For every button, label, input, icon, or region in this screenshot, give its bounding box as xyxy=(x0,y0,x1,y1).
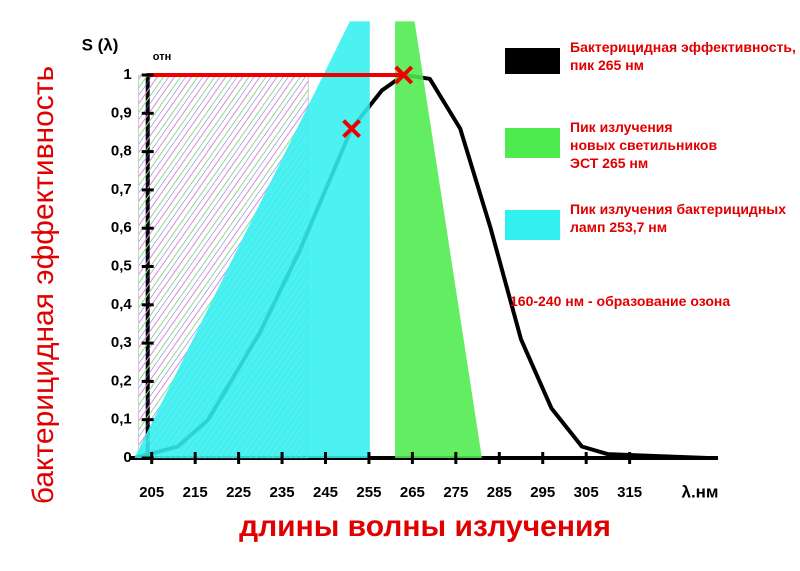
y-tick-label: 0 xyxy=(123,449,131,466)
x-tick-label: 265 xyxy=(400,484,425,501)
y-tick-label: 0,7 xyxy=(111,181,132,198)
x-tick-label: 245 xyxy=(313,484,338,501)
legend-swatch xyxy=(505,128,560,158)
y-tick-label: 0,9 xyxy=(111,104,132,121)
y-tick-label: 0,4 xyxy=(111,296,133,313)
y-tick-label: 0,8 xyxy=(111,143,132,160)
x-tick-label: 305 xyxy=(574,484,599,501)
x-tick-label: 285 xyxy=(487,484,512,501)
y-tick-label: 0,6 xyxy=(111,219,132,236)
y-tick-label: 0,2 xyxy=(111,372,132,389)
legend-label: Пик излучения бактерицидных ламп 253,7 н… xyxy=(570,201,787,235)
y-tick-label: 0,5 xyxy=(111,257,132,274)
y-unit: отн xyxy=(153,51,171,63)
legend-label: Бактерицидная эффективность, пик 265 нм xyxy=(570,39,796,73)
x-tick-label: 275 xyxy=(443,484,468,501)
y-axis-title: бактерицидная эффективность xyxy=(27,66,60,504)
emission-region xyxy=(395,21,482,458)
marker xyxy=(342,119,361,139)
y-tick-label: 0,1 xyxy=(111,411,132,428)
x-tick-label: 225 xyxy=(226,484,251,501)
y-symbol: S (λ) xyxy=(82,35,119,54)
emission-region xyxy=(134,21,370,458)
x-tick-label: 295 xyxy=(530,484,555,501)
x-tick-label: 235 xyxy=(270,484,295,501)
x-unit: λ.нм xyxy=(681,482,718,501)
legend-label: 160-240 нм - образование озона xyxy=(510,293,731,309)
x-tick-label: 205 xyxy=(139,484,164,501)
legend-swatch xyxy=(505,210,560,240)
marker xyxy=(394,65,414,85)
y-tick-label: 0,3 xyxy=(111,334,132,351)
legend-label: Пик излучения новых светильников ЭСТ 265… xyxy=(570,119,718,171)
legend-swatch xyxy=(505,48,560,74)
x-tick-label: 215 xyxy=(183,484,208,501)
x-tick-label: 315 xyxy=(617,484,642,501)
x-tick-label: 255 xyxy=(356,484,381,501)
x-axis-title: длины волны излучения xyxy=(239,510,611,543)
y-tick-label: 1 xyxy=(123,66,131,83)
